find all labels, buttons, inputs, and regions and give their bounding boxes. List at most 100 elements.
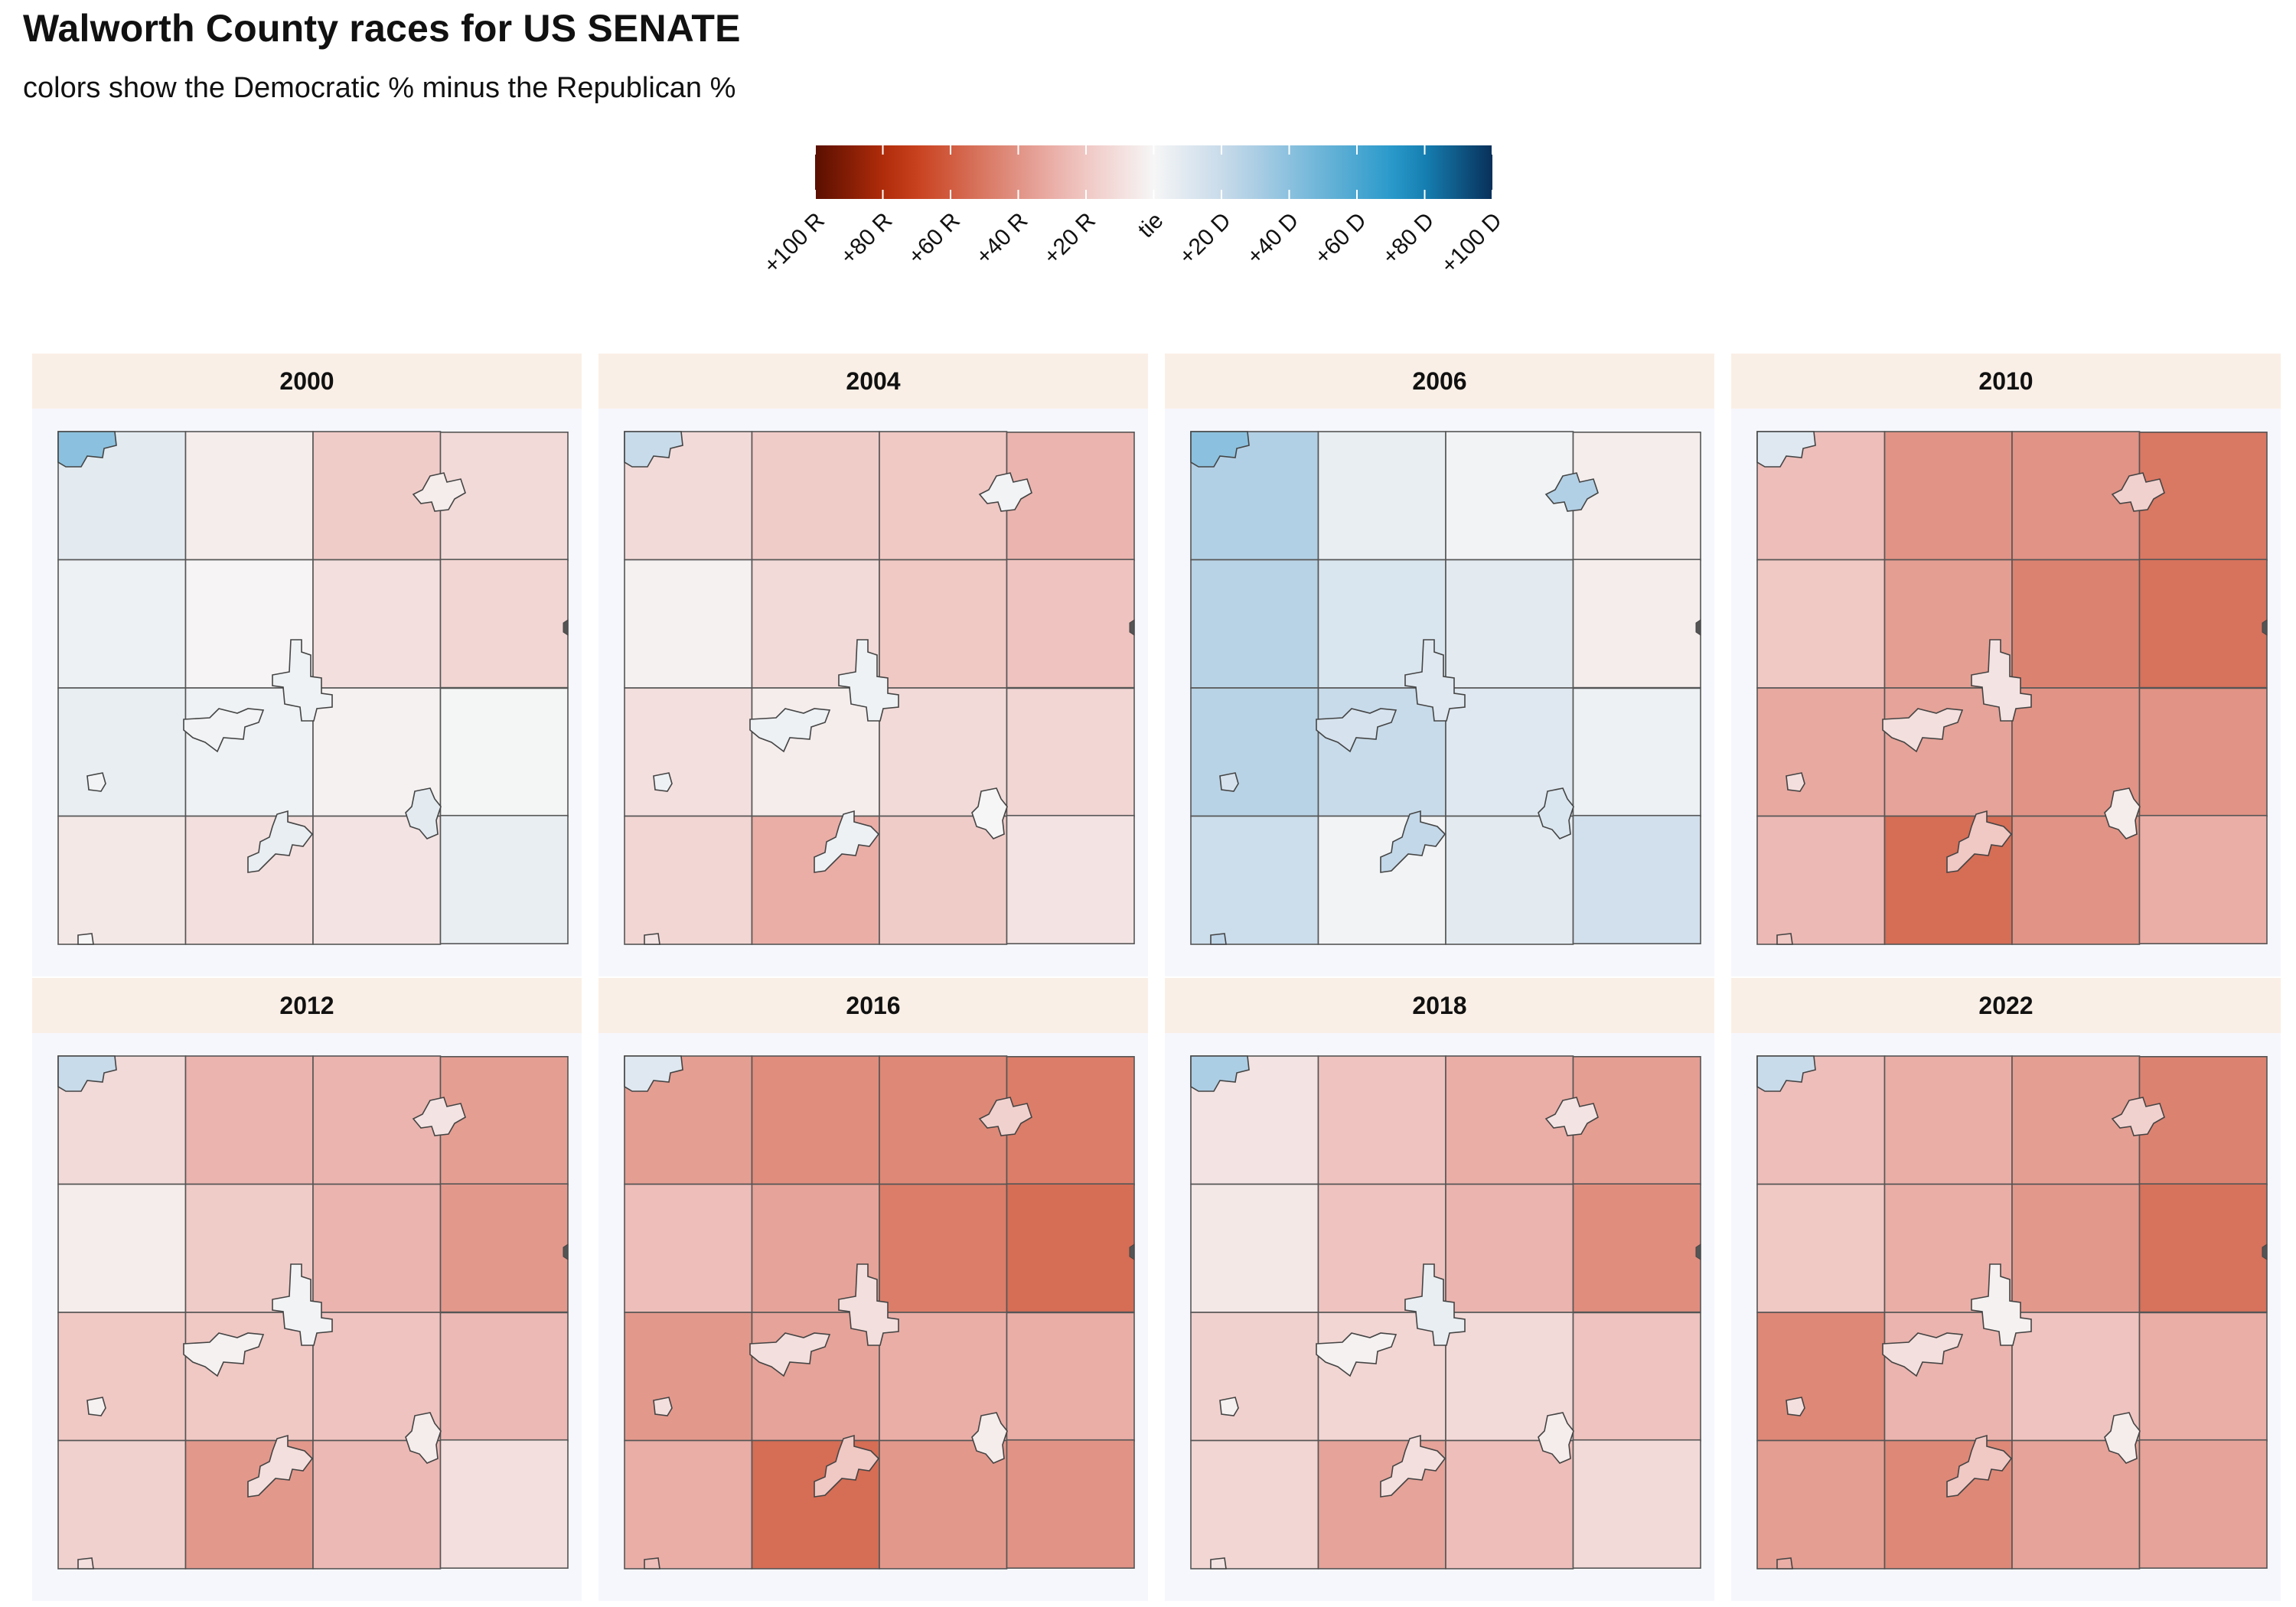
municipality-shape [86,772,106,792]
legend-tick-label: +40 R [971,208,1033,270]
municipality-shape [1695,619,1701,636]
municipality-shape [1190,431,1250,468]
town-cell [1756,815,1886,945]
town-cell [624,559,753,689]
town-cell [1006,559,1135,689]
town-cell [1190,815,1319,945]
municipality-shape [2262,1244,2268,1260]
municipality-shape [57,431,117,468]
town-cell [1572,559,1701,689]
municipality-shape [1210,1557,1227,1570]
town-cell [879,1183,1008,1313]
municipality-shape [1786,772,1805,792]
town-cell [1756,1183,1886,1313]
town-cell [1006,1055,1135,1186]
town-cell [2011,815,2141,945]
municipality-shape [247,1434,314,1498]
municipality-shape [1219,772,1239,792]
county-map [1165,409,1714,976]
town-cell [751,1055,880,1185]
town-cell [2011,1183,2141,1313]
town-cell [2138,1312,2268,1442]
town-cell [312,1183,442,1313]
town-cell [1006,431,1135,562]
municipality-shape [2111,472,2165,512]
municipality-shape [1971,639,2032,722]
legend-tick-label: +60 D [1309,208,1371,270]
town-cell [1445,1439,1574,1570]
town-cell [57,815,187,945]
town-cell [1883,1055,2013,1185]
panel-year-label: 2012 [32,978,582,1033]
town-cell [624,1183,753,1313]
town-cell [2011,559,2141,689]
town-cell [1572,1183,1701,1313]
municipality-shape [1882,1332,1964,1377]
town-cell [439,814,569,945]
county-map [1731,1033,2281,1601]
town-cell [1756,1312,1886,1442]
map-panel: 2004 [598,354,1148,976]
town-cell [1572,814,1701,945]
panel-year-label: 2018 [1165,978,1714,1033]
legend-tick-label: +20 R [1039,208,1101,270]
municipality-shape [1129,1244,1135,1260]
panel-year-label: 2016 [598,978,1148,1033]
town-cell [1317,687,1446,817]
municipality-shape [1316,1332,1397,1377]
town-cell [439,1312,569,1442]
municipality-shape [57,1055,117,1092]
municipality-shape [77,1557,94,1570]
municipality-shape [653,772,673,792]
municipality-shape [2262,619,2268,636]
municipality-shape [2111,1097,2165,1136]
map-panel: 2012 [32,978,582,1601]
municipality-shape [1404,1263,1466,1346]
town-cell [1756,559,1886,689]
municipality-shape [644,1557,660,1570]
town-cell [1006,1183,1135,1313]
town-cell [1883,687,2013,817]
municipality-shape [86,1397,106,1416]
county-map [32,409,582,976]
town-cell [879,559,1008,689]
chart-subtitle: colors show the Democratic % minus the R… [23,72,736,104]
municipality-shape [749,708,831,753]
municipality-shape [1404,639,1466,722]
legend-tick-label: +80 R [836,208,898,270]
town-cell [439,559,569,689]
town-cell [1317,1312,1446,1442]
legend-tick-label: tie [1133,208,1169,243]
town-cell [184,687,314,817]
municipality-shape [563,1244,569,1260]
municipality-shape [1971,1263,2032,1346]
town-cell [57,1183,187,1313]
municipality-shape [1756,1055,1816,1092]
municipality-shape [1695,1244,1701,1260]
map-panel: 2010 [1731,354,2281,976]
municipality-shape [653,1397,673,1416]
town-cell [1445,1183,1574,1313]
town-cell [439,1439,569,1570]
town-cell [879,815,1008,945]
map-panel: 2006 [1165,354,1714,976]
municipality-shape [838,1263,899,1346]
town-cell [1883,1312,2013,1442]
municipality-shape [412,1097,466,1136]
town-cell [1006,814,1135,945]
municipality-shape [1776,1557,1793,1570]
municipality-shape [838,639,899,722]
municipality-shape [1776,933,1793,945]
map-panel: 2000 [32,354,582,976]
town-cell [57,559,187,689]
municipality-shape [1190,1055,1250,1092]
town-cell [439,687,569,817]
municipality-shape [2104,787,2141,839]
municipality-shape [1219,1397,1239,1416]
county-map [1165,1033,1714,1601]
municipality-shape [1210,933,1227,945]
municipality-shape [1380,1434,1446,1498]
town-cell [1317,431,1446,561]
town-cell [1756,1439,1886,1570]
town-cell [2138,559,2268,689]
